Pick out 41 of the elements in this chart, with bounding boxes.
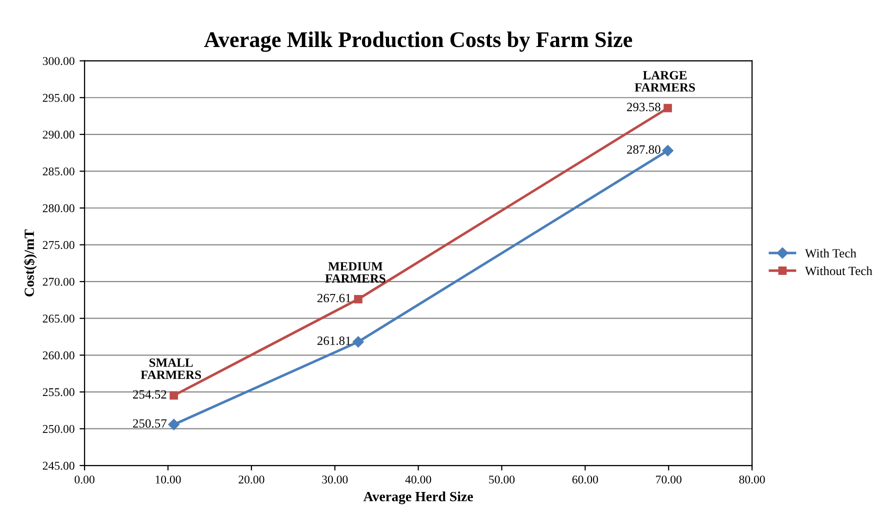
y-tick-label: 265.00 [42, 314, 74, 323]
data-label: 261.81 [317, 336, 351, 346]
legend-label: With Tech [804, 248, 856, 258]
y-tick-label: 270.00 [42, 278, 74, 286]
point [168, 418, 180, 430]
x-tick-label: 50.00 [489, 476, 515, 484]
data-label: 267.61 [317, 294, 351, 302]
x-tick-label: 10.00 [156, 476, 181, 484]
x-tick-label: 30.00 [322, 476, 348, 484]
point [170, 391, 178, 400]
x-tick-label: 60.00 [572, 476, 598, 484]
x-tick-label: 0.00 [74, 476, 94, 484]
point [664, 104, 672, 112]
point [662, 144, 674, 156]
x-tick-label: 80.00 [739, 476, 765, 484]
y-tick-label: 295.00 [42, 94, 74, 102]
data-label: 250.57 [133, 419, 167, 428]
data-label: 254.52 [133, 390, 166, 399]
y-axis-title: Cost($)/mT [24, 229, 37, 296]
x-tick-label: 70.00 [656, 476, 682, 484]
chart-title: Average Milk Production Costs by Farm Size [204, 32, 632, 52]
y-tick-label: 255.00 [42, 388, 74, 396]
data-label: 293.58 [627, 102, 660, 112]
y-tick-label: 275.00 [42, 241, 74, 250]
annotation: SMALL FARMERS [140, 358, 201, 380]
y-tick-label: 290.00 [42, 130, 74, 139]
y-tick-label: 250.00 [42, 424, 74, 433]
legend-label: Without Tech [804, 266, 872, 276]
y-tick-label: 260.00 [42, 351, 74, 360]
annotation: LARGE FARMERS [634, 71, 695, 92]
point [352, 336, 364, 348]
point [354, 294, 362, 304]
x-axis-title: Average Herd Size [363, 492, 473, 504]
y-tick-label: 285.00 [42, 167, 74, 176]
y-tick-label: 245.00 [42, 462, 74, 470]
x-tick-label: 20.00 [238, 476, 264, 484]
y-tick-label: 300.00 [42, 57, 74, 66]
x-tick-label: 40.00 [405, 476, 432, 484]
y-tick-label: 280.00 [42, 204, 74, 212]
data-label: 287.80 [627, 145, 660, 154]
annotation: MEDIUM FARMERS [325, 262, 386, 283]
